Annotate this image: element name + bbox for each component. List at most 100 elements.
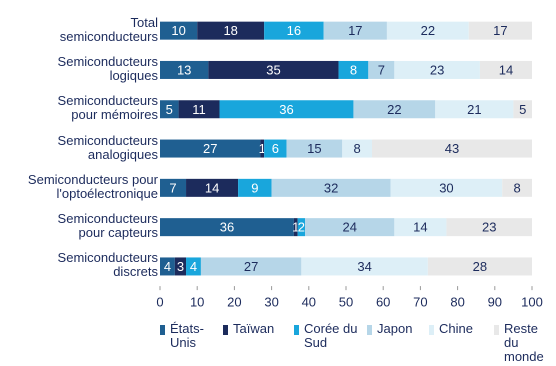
x-tick-label: 0 [156, 295, 163, 310]
bar-segment [368, 60, 395, 79]
bar-segment [394, 218, 447, 237]
value-label: 17 [348, 23, 362, 38]
value-label: 6 [272, 141, 279, 156]
legend-label: Chine [429, 322, 473, 336]
bar-segment [435, 100, 514, 119]
category-label: Semiconducteurs discrets [57, 250, 158, 280]
bar-segment [372, 139, 532, 158]
value-label: 21 [467, 102, 481, 117]
x-tick-label: 90 [488, 295, 502, 310]
x-tick-label: 30 [264, 295, 278, 310]
value-label: 17 [493, 23, 507, 38]
bar-segment [160, 257, 175, 276]
category-label: Semiconducteurs pour capteurs [57, 211, 158, 241]
category-label: Semiconducteurs analogiques [57, 132, 158, 162]
bar-segment [160, 139, 261, 158]
value-label: 36 [279, 102, 293, 117]
x-tick-label: 80 [450, 295, 464, 310]
bar-segment [160, 218, 294, 237]
bar-segment [293, 218, 298, 237]
value-label: 9 [251, 180, 258, 195]
legend-swatch [494, 325, 499, 335]
bar-segment [174, 257, 187, 276]
bar-segment [264, 21, 324, 40]
bar-segment [197, 21, 265, 40]
bar-segment [468, 21, 532, 40]
bar-segment [186, 178, 239, 197]
category-label: Semiconducteurs pour l'optoélectronique [27, 171, 158, 201]
category-label: Semiconducteurs logiques [57, 53, 158, 83]
value-label: 16 [287, 23, 301, 38]
legend-swatch [429, 325, 434, 335]
bar-segment [502, 178, 532, 197]
bar-segment [323, 21, 387, 40]
value-label: 27 [203, 141, 217, 156]
bar-segment [390, 178, 503, 197]
bar-segment [160, 100, 179, 119]
bar-segment [219, 100, 354, 119]
bar-segment [208, 60, 339, 79]
bar-segment [160, 178, 187, 197]
bar-segment [353, 100, 436, 119]
x-tick-label: 70 [413, 295, 427, 310]
bar-segment [178, 100, 220, 119]
value-label: 23 [430, 62, 444, 77]
legend-swatch [160, 325, 165, 335]
value-label: 1 [259, 141, 266, 156]
value-label: 24 [342, 220, 356, 235]
category-label: Semiconducteurs pour mémoires [57, 93, 158, 123]
x-tick-label: 50 [339, 295, 353, 310]
bar-segment [446, 218, 532, 237]
value-label: 32 [324, 180, 338, 195]
bar-segment [286, 139, 343, 158]
value-label: 5 [166, 102, 173, 117]
bar-segment [479, 60, 532, 79]
legend-label: Taïwan [223, 322, 274, 336]
value-label: 27 [244, 259, 258, 274]
value-label: 22 [421, 23, 435, 38]
legend-swatch [294, 325, 299, 335]
value-label: 5 [519, 102, 526, 117]
value-label: 14 [413, 220, 427, 235]
bar-segment [186, 257, 201, 276]
value-label: 22 [387, 102, 401, 117]
bar-segment [297, 218, 306, 237]
bar-segment [342, 139, 373, 158]
value-label: 34 [357, 259, 371, 274]
bar-segment [160, 21, 198, 40]
bar-segment [260, 139, 265, 158]
bar-segment [513, 100, 532, 119]
value-label: 1 [292, 220, 299, 235]
bar-segment [160, 60, 209, 79]
value-label: 13 [177, 62, 191, 77]
value-label: 4 [164, 259, 171, 274]
value-label: 7 [169, 180, 176, 195]
value-label: 8 [514, 180, 521, 195]
x-tick-label: 20 [227, 295, 241, 310]
value-label: 36 [220, 220, 234, 235]
category-label: Total semiconducteurs [59, 14, 158, 44]
bar-segment [200, 257, 302, 276]
value-label: 7 [378, 62, 385, 77]
value-label: 28 [473, 259, 487, 274]
bar-segment [394, 60, 480, 79]
x-tick-label: 40 [302, 295, 316, 310]
value-label: 43 [445, 141, 459, 156]
legend-swatch [223, 325, 228, 335]
value-label: 10 [171, 23, 185, 38]
bar-segment [386, 21, 469, 40]
legend-label: États- Unis [160, 322, 204, 350]
x-tick-label: 60 [376, 295, 390, 310]
value-label: 14 [499, 62, 513, 77]
bar-segment [301, 257, 428, 276]
legend-label: Japon [367, 322, 412, 336]
value-label: 2 [298, 220, 305, 235]
x-tick-label: 100 [521, 295, 543, 310]
value-label: 8 [354, 141, 361, 156]
value-label: 18 [223, 23, 237, 38]
bar-segment [305, 218, 395, 237]
value-label: 4 [190, 259, 197, 274]
value-label: 23 [482, 220, 496, 235]
